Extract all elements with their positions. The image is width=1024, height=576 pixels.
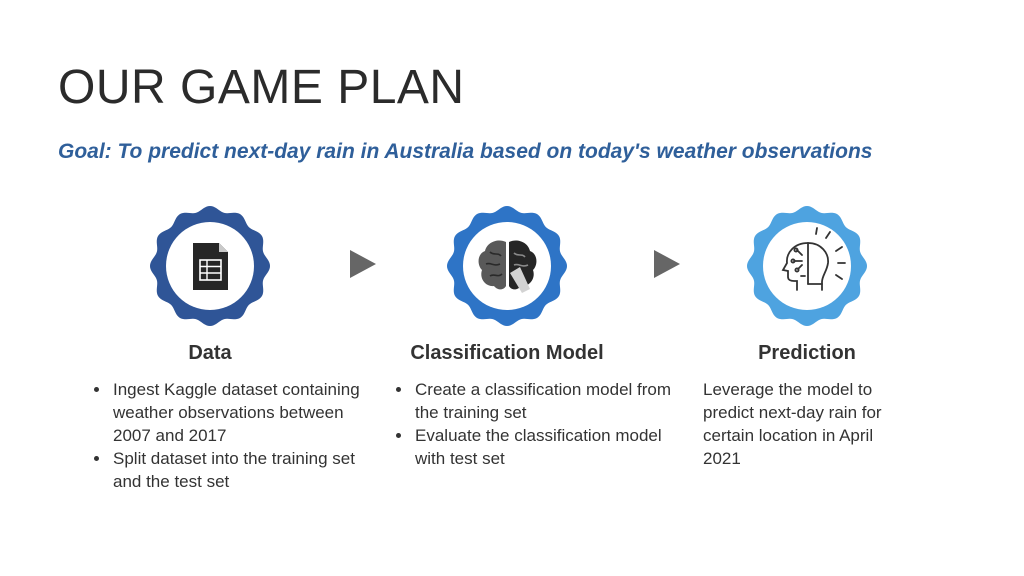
slide-title: OUR GAME PLAN xyxy=(58,61,465,114)
list-item: Evaluate the classification model with t… xyxy=(413,424,675,470)
arrow-icon xyxy=(654,250,680,278)
goal-statement: Goal: To predict next-day rain in Austra… xyxy=(58,140,873,163)
badge-inner-circle xyxy=(763,222,851,310)
prediction-badge xyxy=(747,206,867,326)
badge-inner-circle xyxy=(463,222,551,310)
list-item: Split dataset into the training set and … xyxy=(111,447,363,493)
brain-icon xyxy=(478,240,537,293)
classification-badge xyxy=(447,206,567,326)
classification-bullets: Create a classification model from the t… xyxy=(395,378,675,470)
list-item: Create a classification model from the t… xyxy=(413,378,675,424)
data-bullets: Ingest Kaggle dataset containing weather… xyxy=(93,378,363,493)
step-title-data: Data xyxy=(188,342,232,364)
ai-head-icon xyxy=(781,227,846,291)
prediction-description: Leverage the model to predict next-day r… xyxy=(703,380,882,468)
list-item: Ingest Kaggle dataset containing weather… xyxy=(111,378,363,447)
step-title-classification: Classification Model xyxy=(410,342,604,364)
step-title-prediction: Prediction xyxy=(758,342,856,364)
data-badge xyxy=(150,206,270,326)
spreadsheet-icon xyxy=(193,243,228,290)
arrow-icon xyxy=(350,250,376,278)
